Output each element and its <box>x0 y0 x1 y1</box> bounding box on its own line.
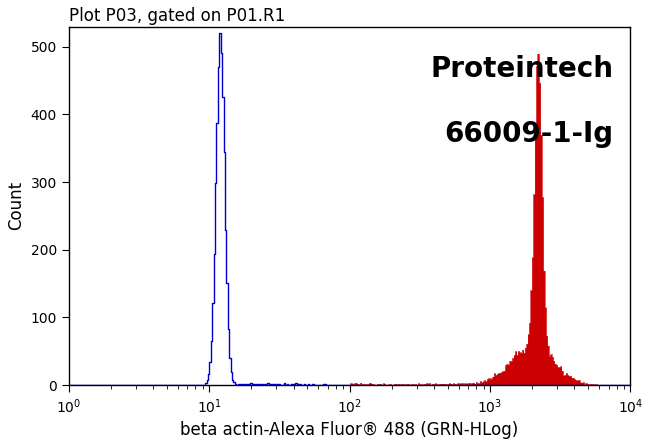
Text: Proteintech: Proteintech <box>430 55 614 83</box>
Y-axis label: Count: Count <box>7 181 25 231</box>
Text: 66009-1-Ig: 66009-1-Ig <box>445 120 614 148</box>
Text: Plot P03, gated on P01.R1: Plot P03, gated on P01.R1 <box>69 7 285 25</box>
X-axis label: beta actin-Alexa Fluor® 488 (GRN-HLog): beta actin-Alexa Fluor® 488 (GRN-HLog) <box>181 421 519 439</box>
